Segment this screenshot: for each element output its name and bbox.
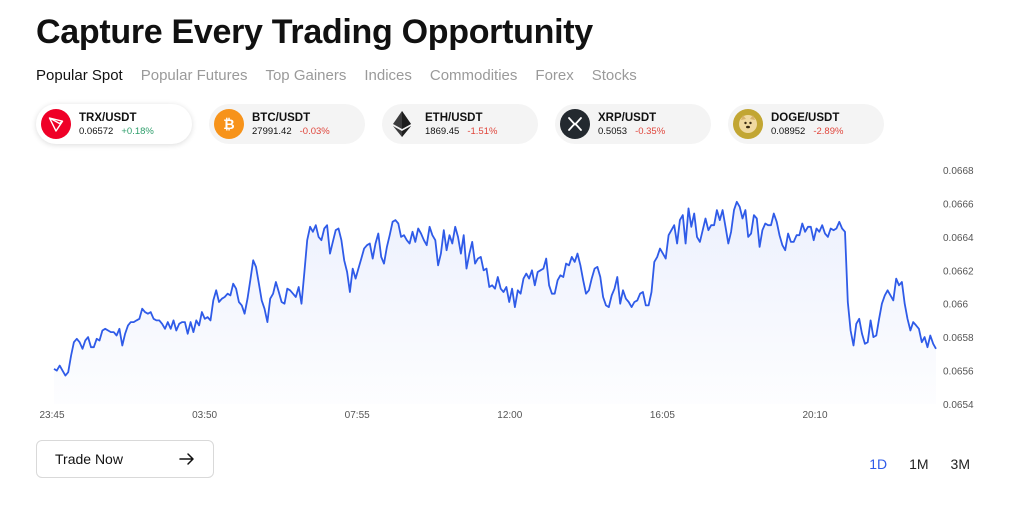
tab-forex[interactable]: Forex <box>535 67 574 84</box>
tab-indices[interactable]: Indices <box>364 67 412 84</box>
ticker-change: -1.51% <box>467 125 498 137</box>
x-tick-label: 12:00 <box>497 410 522 421</box>
ticker-symbol: DOGE/USDT <box>771 111 840 124</box>
ticker-price: 0.5053 <box>598 125 628 137</box>
x-tick-label: 20:10 <box>802 410 827 421</box>
range-1d[interactable]: 1D <box>869 456 888 472</box>
y-tick-label: 0.066 <box>943 300 968 311</box>
ticker-change: +0.18% <box>121 125 154 137</box>
ticker-change: -0.35% <box>635 125 666 137</box>
price-chart[interactable]: 0.0668 0.0666 0.0664 0.0662 0.066 0.0658 0.065… <box>0 150 1020 430</box>
y-axis: 0.0668 0.0666 0.0664 0.0662 0.066 0.0658 0.065… <box>943 166 974 411</box>
tron-icon <box>41 109 71 139</box>
bitcoin-icon: ₿ <box>214 109 244 139</box>
ticker-card-xrp[interactable]: XRP/USDT 0.5053 -0.35% <box>555 104 711 144</box>
tab-top-gainers[interactable]: Top Gainers <box>265 67 347 84</box>
doge-icon <box>733 109 763 139</box>
range-1m[interactable]: 1M <box>909 456 929 472</box>
ticker-card-doge[interactable]: DOGE/USDT 0.08952 -2.89% <box>728 104 884 144</box>
ticker-price: 27991.42 <box>252 125 292 137</box>
ticker-symbol: BTC/USDT <box>252 111 311 124</box>
ticker-card-trx[interactable]: TRX/USDT 0.06572 +0.18% <box>36 104 192 144</box>
y-tick-label: 0.0668 <box>943 166 974 177</box>
x-tick-label: 07:55 <box>345 410 370 421</box>
y-tick-label: 0.0666 <box>943 199 974 210</box>
price-line <box>53 200 937 377</box>
page-title: Capture Every Trading Opportunity <box>36 13 593 51</box>
ticker-change: -2.89% <box>813 125 844 137</box>
ticker-price: 0.08952 <box>771 125 806 137</box>
y-tick-label: 0.0664 <box>943 233 974 244</box>
ticker-symbol: XRP/USDT <box>598 111 657 124</box>
ticker-list: TRX/USDT 0.06572 +0.18% ₿ BTC/USDT 27991.… <box>36 104 884 144</box>
trade-now-label: Trade Now <box>55 451 123 467</box>
y-tick-label: 0.0656 <box>943 367 974 378</box>
x-tick-label: 23:45 <box>39 410 64 421</box>
x-tick-label: 03:50 <box>192 410 217 421</box>
y-tick-label: 0.0654 <box>943 400 974 411</box>
ticker-price: 0.06572 <box>79 125 114 137</box>
x-axis: 23:45 03:50 07:55 12:00 16:05 20:10 <box>39 410 827 421</box>
tab-popular-spot[interactable]: Popular Spot <box>36 67 123 84</box>
y-tick-label: 0.0662 <box>943 266 974 277</box>
range-selector: 1D 1M 3M <box>869 456 970 472</box>
price-area-fill <box>54 201 936 404</box>
x-tick-label: 16:05 <box>650 410 675 421</box>
ticker-price: 1869.45 <box>425 125 460 137</box>
tab-commodities[interactable]: Commodities <box>429 67 518 84</box>
tab-popular-futures[interactable]: Popular Futures <box>140 67 248 84</box>
ticker-card-btc[interactable]: ₿ BTC/USDT 27991.42 -0.03% <box>209 104 365 144</box>
xrp-icon <box>560 109 590 139</box>
ethereum-icon <box>387 109 417 139</box>
tab-stocks[interactable]: Stocks <box>591 67 637 84</box>
market-tabs: Popular Spot Popular Futures Top Gainers… <box>36 66 637 86</box>
range-3m[interactable]: 3M <box>950 456 970 472</box>
ticker-change: -0.03% <box>299 125 330 137</box>
arrow-right-icon <box>179 453 194 465</box>
ticker-symbol: ETH/USDT <box>425 111 483 124</box>
ticker-card-eth[interactable]: ETH/USDT 1869.45 -1.51% <box>382 104 538 144</box>
svg-text:₿: ₿ <box>223 117 234 133</box>
y-tick-label: 0.0658 <box>943 333 974 344</box>
trade-now-button[interactable]: Trade Now <box>36 440 214 478</box>
ticker-symbol: TRX/USDT <box>79 111 137 124</box>
